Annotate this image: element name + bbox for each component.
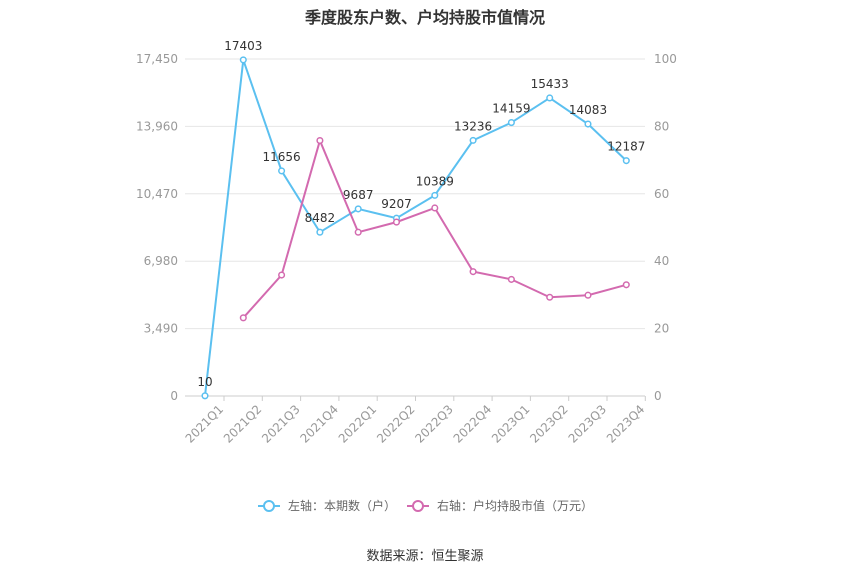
data-point	[239, 314, 247, 322]
x-tick-label: 2022Q2	[374, 402, 418, 446]
data-label: 10	[197, 375, 212, 389]
legend-label: 左轴：本期数（户）	[288, 498, 396, 513]
y-left-tick-label: 0	[170, 389, 178, 403]
x-tick-label: 2023Q1	[489, 402, 533, 446]
y-right-tick-label: 60	[654, 187, 669, 201]
data-point	[584, 120, 592, 128]
x-tick-label: 2022Q3	[412, 402, 456, 446]
data-point	[278, 167, 286, 175]
data-point	[469, 136, 477, 144]
x-tick-label: 2022Q4	[451, 402, 495, 446]
data-point	[354, 228, 362, 236]
data-label: 15433	[531, 77, 569, 91]
x-tick-label: 2021Q3	[259, 402, 303, 446]
y-right-tick-label: 20	[654, 322, 669, 336]
series-line	[204, 59, 627, 396]
data-point	[431, 204, 439, 212]
data-point	[622, 281, 630, 289]
y-left-tick-label: 17,450	[136, 52, 178, 66]
data-point	[469, 268, 477, 276]
data-point	[354, 205, 362, 213]
y-left-tick-label: 13,960	[136, 119, 178, 133]
x-tick-label: 2022Q1	[336, 402, 380, 446]
data-point	[278, 271, 286, 279]
source-note: 数据来源：恒生聚源	[366, 549, 484, 564]
x-tick-label: 2021Q2	[221, 402, 265, 446]
y-right-tick-label: 40	[654, 254, 669, 268]
series-line	[242, 137, 627, 319]
data-point	[507, 275, 515, 283]
data-point	[546, 293, 554, 301]
data-point	[392, 218, 401, 226]
data-label: 9687	[343, 188, 374, 202]
data-label: 14083	[569, 103, 607, 117]
x-tick-label: 2023Q3	[566, 402, 610, 446]
y-left-tick-label: 6,980	[144, 254, 178, 268]
legend-marker	[263, 500, 275, 512]
data-point	[316, 228, 324, 236]
chart-title: 季度股东户数、户均持股市值情况	[304, 8, 545, 27]
x-tick-label: 2023Q4	[604, 402, 648, 446]
data-point	[584, 291, 592, 299]
data-label: 12187	[607, 140, 645, 154]
data-point	[546, 94, 554, 102]
data-label: 11656	[263, 150, 301, 164]
data-point	[316, 137, 324, 145]
data-point	[201, 392, 209, 400]
y-right-tick-label: 100	[654, 52, 677, 66]
x-tick-label: 2023Q2	[527, 402, 571, 446]
y-right-tick-label: 0	[654, 389, 662, 403]
data-label: 13236	[454, 119, 492, 133]
data-point	[431, 191, 439, 199]
legend-label: 右轴：户均持股市值（万元）	[437, 498, 593, 513]
data-label: 14159	[492, 102, 530, 116]
legend-marker	[412, 500, 424, 512]
data-point	[622, 157, 630, 165]
x-tick-label: 2021Q4	[297, 402, 341, 446]
y-right-tick-label: 80	[654, 119, 669, 133]
data-point	[507, 119, 515, 127]
data-label: 9207	[381, 197, 412, 211]
data-label: 10389	[416, 174, 454, 188]
y-left-tick-label: 3,490	[144, 322, 178, 336]
data-label: 17403	[224, 39, 262, 53]
x-tick-label: 2021Q1	[183, 402, 227, 446]
data-label: 8482	[305, 211, 336, 225]
y-left-tick-label: 10,470	[136, 187, 178, 201]
data-point	[239, 56, 247, 64]
